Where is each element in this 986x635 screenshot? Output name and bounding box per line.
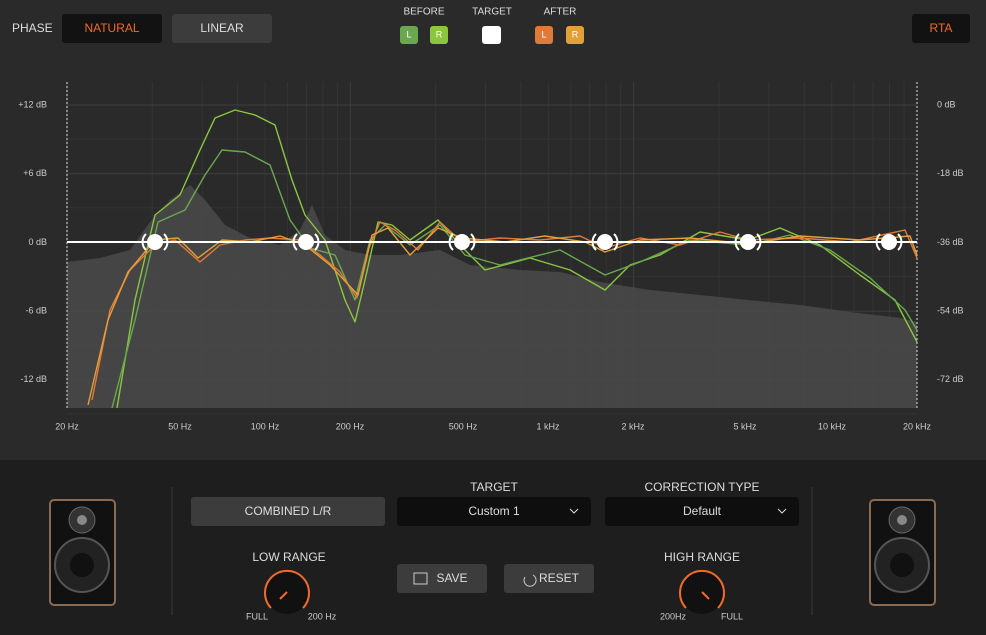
before-left-label[interactable]: L: [406, 29, 411, 39]
after-left[interactable]: [535, 26, 553, 44]
phase-label: PHASE: [12, 21, 53, 35]
save-icon: [413, 572, 428, 585]
x-axis-label: 20 kHz: [903, 421, 932, 431]
left-axis-label: -6 dB: [25, 305, 47, 315]
x-axis-label: 50 Hz: [168, 421, 192, 431]
target-value[interactable]: Custom 1: [468, 504, 520, 518]
high-range-label: HIGH RANGE: [664, 550, 740, 564]
eq-node[interactable]: [147, 234, 163, 250]
x-axis-label: 10 kHz: [818, 421, 847, 431]
after-right[interactable]: [566, 26, 584, 44]
high-range-knob[interactable]: [679, 569, 725, 614]
left-axis-label: 0 dB: [28, 237, 47, 247]
low-range-label: LOW RANGE: [252, 550, 325, 564]
x-axis-label: 500 Hz: [449, 421, 478, 431]
linear-button[interactable]: [172, 14, 272, 43]
high-range-max: FULL: [721, 611, 743, 621]
after-label: AFTER: [544, 7, 577, 18]
correction-dropdown[interactable]: [605, 497, 799, 526]
x-axis-label: 100 Hz: [251, 421, 280, 431]
before-right-label[interactable]: R: [436, 29, 443, 39]
correction-value[interactable]: Default: [683, 504, 722, 518]
node-bracket: [734, 233, 762, 251]
node-bracket: [141, 233, 169, 251]
x-axis-label: 5 kHz: [733, 421, 757, 431]
target-dropdown[interactable]: [397, 497, 591, 526]
node-bracket: [448, 233, 476, 251]
correction-label: CORRECTION TYPE: [644, 480, 759, 494]
reset-label[interactable]: RESET: [539, 571, 580, 585]
chevron: [777, 508, 787, 514]
combined-button[interactable]: [191, 497, 385, 526]
high-range-min: 200Hz: [660, 611, 687, 621]
before-label: BEFORE: [403, 7, 444, 18]
eq-node[interactable]: [597, 234, 613, 250]
natural-label[interactable]: NATURAL: [84, 21, 139, 35]
left-axis-label: -12 dB: [20, 374, 47, 384]
node-bracket: [591, 233, 619, 251]
before-right[interactable]: [430, 26, 448, 44]
after-right-label[interactable]: R: [572, 29, 579, 39]
right-axis-label: -18 dB: [937, 168, 964, 178]
x-axis-label: 200 Hz: [336, 421, 365, 431]
eq-node[interactable]: [881, 234, 897, 250]
left-axis-label: +12 dB: [18, 99, 47, 109]
node-bracket: [875, 233, 903, 251]
save-button[interactable]: [397, 564, 487, 593]
before-left-curve: [111, 149, 918, 409]
target-dropdown-label: TARGET: [470, 480, 518, 494]
eq-node[interactable]: [298, 234, 314, 250]
target-label: TARGET: [472, 7, 512, 18]
natural-button[interactable]: [62, 14, 162, 43]
after-left-label[interactable]: L: [541, 29, 546, 39]
after-left-curve: [91, 221, 918, 401]
combined-label[interactable]: COMBINED L/R: [245, 504, 332, 518]
rta-button[interactable]: [912, 14, 970, 43]
low-range-knob[interactable]: [264, 569, 310, 614]
rta-label[interactable]: RTA: [930, 21, 953, 35]
rta-spectrum: [67, 185, 917, 408]
linear-label[interactable]: LINEAR: [200, 21, 244, 35]
eq-node[interactable]: [454, 234, 470, 250]
before-right-curve: [116, 109, 918, 409]
bottom-panel: [0, 460, 986, 630]
left-axis-label: +6 dB: [23, 168, 47, 178]
save-label[interactable]: SAVE: [436, 571, 467, 585]
before-left[interactable]: [400, 26, 418, 44]
right-axis-label: -36 dB: [937, 237, 964, 247]
right-axis-label: -54 dB: [937, 305, 964, 315]
chevron: [569, 508, 579, 514]
eq-node[interactable]: [740, 234, 756, 250]
x-axis-label: 2 kHz: [621, 421, 645, 431]
right-axis-label: -72 dB: [937, 374, 964, 384]
reset-icon: [523, 574, 537, 587]
reset-button[interactable]: [504, 564, 594, 593]
low-range-max: 200 Hz: [308, 611, 337, 621]
low-range-min: FULL: [246, 611, 268, 621]
eq-nodes: [141, 233, 903, 251]
x-axis-label: 20 Hz: [55, 421, 79, 431]
node-bracket: [292, 233, 320, 251]
speaker-left: [49, 499, 116, 606]
x-axis-label: 1 kHz: [536, 421, 560, 431]
target-toggle[interactable]: [482, 26, 501, 44]
speaker-right: [869, 499, 936, 606]
right-axis-label: 0 dB: [937, 99, 956, 109]
